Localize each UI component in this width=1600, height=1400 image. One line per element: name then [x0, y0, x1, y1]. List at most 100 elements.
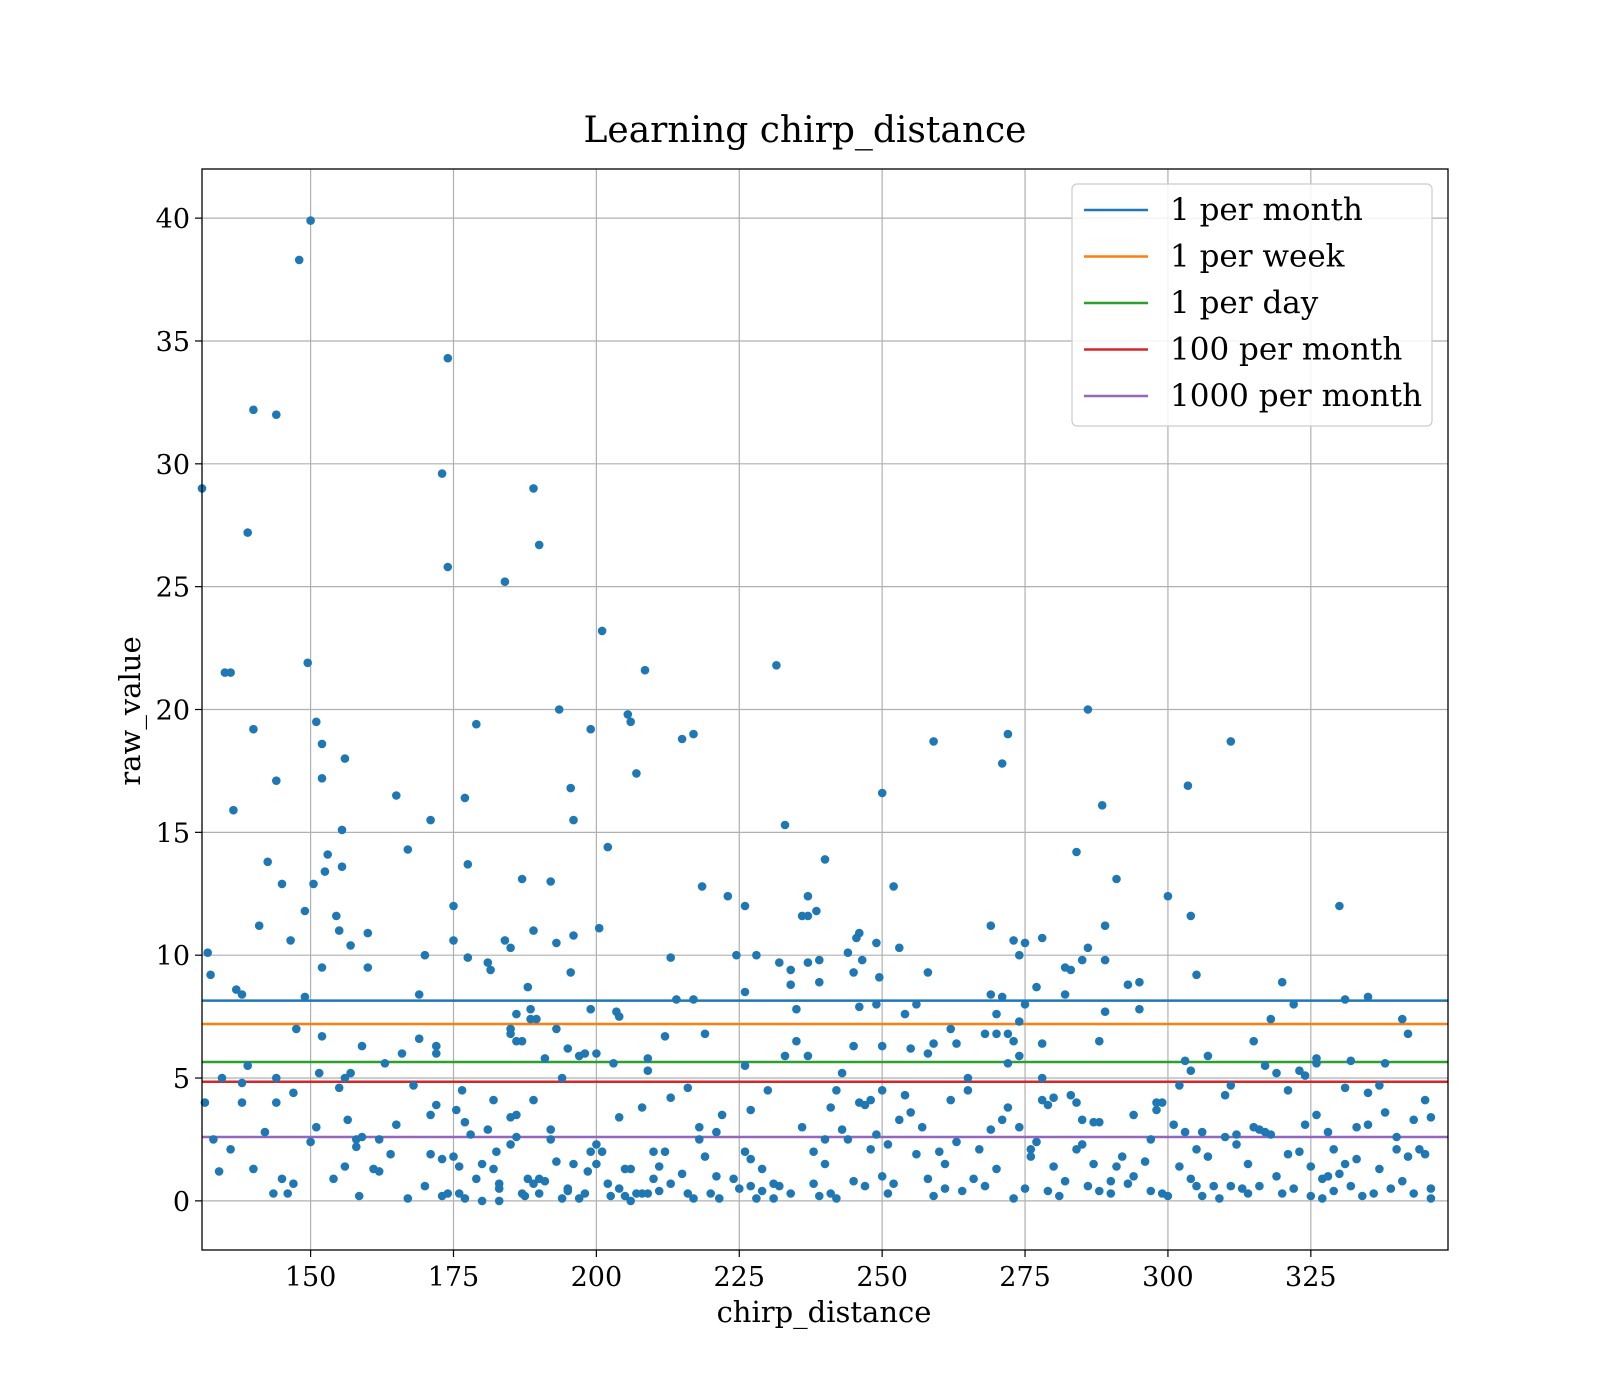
data-point: [992, 1009, 1001, 1019]
data-point: [472, 1174, 481, 1184]
data-point: [1192, 1145, 1201, 1154]
data-point: [334, 1083, 344, 1093]
data-point: [929, 1191, 938, 1201]
data-point: [1215, 1194, 1224, 1203]
data-point: [592, 1140, 601, 1149]
data-point: [432, 1049, 441, 1058]
data-point: [506, 943, 515, 953]
data-point: [517, 874, 527, 884]
data-point: [1318, 1194, 1327, 1203]
data-point: [883, 1140, 893, 1149]
data-point: [340, 1073, 350, 1083]
data-point: [1380, 1108, 1390, 1117]
data-point: [1083, 705, 1093, 714]
data-point: [623, 710, 633, 719]
data-point: [343, 1115, 353, 1125]
chart-title: Learning chirp_distance: [584, 110, 1027, 151]
data-point: [929, 1039, 938, 1048]
data-point: [1209, 1181, 1218, 1191]
data-point: [269, 1189, 278, 1198]
data-point: [1106, 1189, 1116, 1198]
data-point: [715, 1194, 724, 1203]
data-point: [1089, 1159, 1098, 1169]
data-point: [1403, 1029, 1413, 1039]
data-point: [306, 216, 315, 225]
data-point: [1358, 1191, 1367, 1201]
data-point: [883, 1189, 893, 1198]
data-point: [1003, 1059, 1013, 1068]
data-point: [483, 1125, 493, 1134]
data-point: [426, 1110, 435, 1120]
data-point: [986, 1125, 996, 1134]
data-point: [1409, 1189, 1418, 1198]
data-point: [340, 1162, 350, 1171]
data-point: [809, 1147, 818, 1156]
data-point: [1352, 1122, 1361, 1132]
data-point: [1380, 1059, 1390, 1068]
data-point: [860, 1100, 870, 1110]
data-point: [946, 1024, 955, 1034]
data-point: [860, 1181, 870, 1191]
data-point: [1392, 1132, 1401, 1142]
data-point: [1066, 965, 1076, 975]
data-point: [849, 1041, 858, 1051]
data-point: [1243, 1189, 1253, 1198]
legend-label: 1 per day: [1170, 285, 1319, 321]
data-point: [1386, 1184, 1396, 1193]
data-point: [363, 963, 373, 972]
data-point: [489, 1095, 498, 1105]
data-points: [197, 216, 1436, 1206]
data-point: [992, 1164, 1001, 1174]
data-point: [603, 842, 613, 852]
data-point: [249, 405, 258, 415]
data-point: [392, 1120, 401, 1129]
data-point: [1015, 1051, 1024, 1061]
data-point: [695, 1122, 704, 1132]
data-point: [1289, 1000, 1298, 1009]
data-point: [1277, 1189, 1287, 1198]
data-point: [820, 1159, 830, 1169]
data-point: [700, 1029, 710, 1039]
data-point: [912, 1000, 921, 1009]
data-point: [1183, 781, 1193, 790]
y-tick-label: 5: [173, 1064, 190, 1095]
data-point: [980, 1181, 990, 1191]
data-point: [626, 1196, 635, 1206]
data-point: [489, 1164, 498, 1174]
data-point: [832, 1194, 841, 1203]
data-point: [792, 1036, 801, 1046]
data-point: [826, 1103, 835, 1112]
data-point: [312, 717, 321, 727]
data-point: [1266, 1130, 1276, 1139]
data-point: [357, 1132, 367, 1142]
data-point: [997, 992, 1007, 1002]
data-point: [1032, 982, 1041, 992]
data-point: [306, 1137, 315, 1147]
data-point: [414, 990, 424, 999]
data-point: [895, 1115, 904, 1125]
data-point: [706, 1189, 715, 1198]
data-point: [483, 958, 493, 967]
data-point: [935, 1147, 944, 1156]
data-point: [457, 1086, 467, 1095]
data-point: [226, 668, 235, 677]
data-point: [877, 1086, 887, 1095]
data-point: [272, 1073, 281, 1083]
data-point: [997, 1115, 1007, 1125]
data-point: [732, 950, 741, 960]
data-point: [1335, 901, 1344, 911]
data-point: [554, 705, 564, 714]
data-point: [1043, 1100, 1053, 1110]
data-point: [320, 867, 330, 876]
data-point: [332, 911, 341, 921]
data-point: [620, 1191, 630, 1201]
data-point: [1329, 1186, 1338, 1196]
y-tick-label: 20: [156, 696, 190, 727]
data-point: [1363, 1088, 1373, 1098]
data-point: [826, 1189, 835, 1198]
data-point: [1226, 737, 1236, 746]
data-point: [1095, 1186, 1104, 1196]
data-point: [1295, 1147, 1304, 1156]
y-tick-label: 30: [156, 450, 190, 481]
